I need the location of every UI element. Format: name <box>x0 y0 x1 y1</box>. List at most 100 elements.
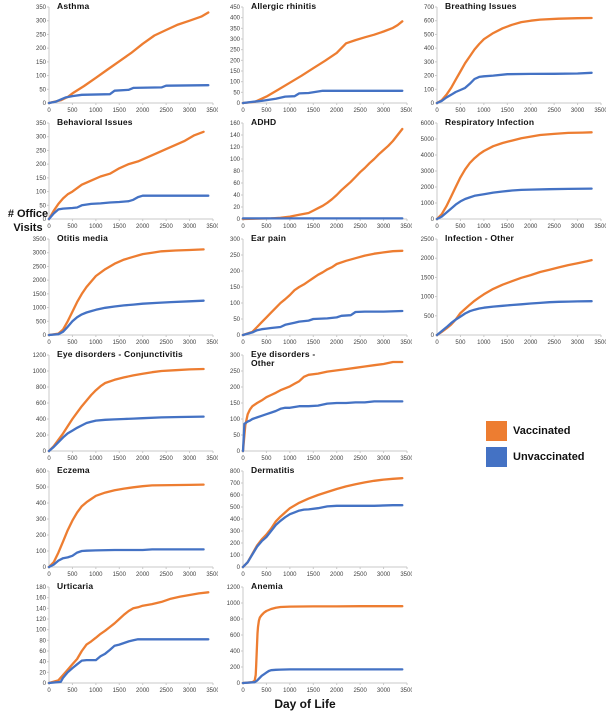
svg-text:0: 0 <box>241 224 245 230</box>
svg-text:1500: 1500 <box>113 688 127 694</box>
svg-text:3500: 3500 <box>33 237 47 243</box>
svg-text:300: 300 <box>230 529 241 535</box>
svg-text:500: 500 <box>67 688 78 694</box>
svg-text:400: 400 <box>424 46 435 52</box>
svg-text:200: 200 <box>36 46 47 52</box>
x-axis-ticks: 0 500 1000 1500 2000 2500 3000 3500 <box>241 567 412 578</box>
svg-text:500: 500 <box>455 224 466 230</box>
chart-title: Dermatitis <box>251 465 295 475</box>
svg-text:3500: 3500 <box>400 340 412 346</box>
svg-text:0: 0 <box>241 572 245 578</box>
svg-text:1000: 1000 <box>477 340 491 346</box>
x-axis-ticks: 0 500 1000 1500 2000 2500 3000 3500 <box>241 219 412 230</box>
chart-breathing-issues: 0 100 200 300 400 500 600 700 0 500 1000 1500 2000 25… <box>412 0 606 116</box>
unvaccinated-line <box>47 84 210 105</box>
svg-text:40: 40 <box>39 660 46 666</box>
svg-text:0: 0 <box>241 456 245 462</box>
svg-text:3000: 3000 <box>571 340 585 346</box>
svg-text:0: 0 <box>435 108 439 114</box>
y-axis-ticks: 0 100 200 300 400 500 600 700 <box>424 5 437 107</box>
svg-text:800: 800 <box>230 469 241 475</box>
svg-text:2000: 2000 <box>33 278 47 284</box>
svg-text:1000: 1000 <box>33 306 47 312</box>
vaccinated-line <box>241 249 404 337</box>
svg-text:500: 500 <box>455 340 466 346</box>
svg-text:1000: 1000 <box>33 369 47 375</box>
svg-text:1500: 1500 <box>33 292 47 298</box>
chart-ear-pain: 0 50 100 150 200 250 300 0 500 1000 1500 2000 2500 30… <box>218 232 412 348</box>
chart-eczema: 0 100 200 300 400 500 600 0 500 1000 1500 2000 2500 3… <box>24 464 218 580</box>
svg-text:3500: 3500 <box>400 456 412 462</box>
svg-text:1000: 1000 <box>89 688 103 694</box>
svg-text:0: 0 <box>435 340 439 346</box>
svg-text:100: 100 <box>230 157 241 163</box>
y-axis-ticks: 0 50 100 150 200 250 300 350 <box>36 121 49 223</box>
chart-anemia: 0 200 400 600 800 1000 1200 0 500 1000 1500 2000 250… <box>218 580 412 696</box>
svg-text:1500: 1500 <box>501 224 515 230</box>
chart-anemia-plot: 0 200 400 600 800 1000 1200 0 500 1000 1500 2000 250… <box>227 585 412 694</box>
axis-lines <box>242 471 407 568</box>
svg-text:2000: 2000 <box>136 224 150 230</box>
chart-adhd: 0 20 40 60 80 100 120 140 160 0 500 1000 1500 2000 250… <box>218 116 412 232</box>
svg-text:2000: 2000 <box>421 256 435 262</box>
svg-text:3000: 3000 <box>377 572 391 578</box>
svg-text:0: 0 <box>43 449 47 455</box>
svg-text:2000: 2000 <box>136 108 150 114</box>
svg-text:700: 700 <box>424 5 435 11</box>
svg-text:300: 300 <box>36 517 47 523</box>
svg-text:300: 300 <box>36 135 47 141</box>
svg-text:250: 250 <box>230 253 241 259</box>
svg-text:2500: 2500 <box>353 340 367 346</box>
svg-text:500: 500 <box>36 485 47 491</box>
svg-text:2500: 2500 <box>159 456 173 462</box>
legend: Vaccinated Unvaccinated <box>486 420 585 472</box>
x-axis-ticks: 0 500 1000 1500 2000 2500 3000 3500 <box>47 683 218 694</box>
legend-item-unvaccinated: Unvaccinated <box>486 446 585 468</box>
x-axis-ticks: 0 500 1000 1500 2000 2500 3000 3500 <box>47 567 218 578</box>
svg-text:200: 200 <box>230 385 241 391</box>
svg-text:2500: 2500 <box>353 108 367 114</box>
svg-text:2500: 2500 <box>33 264 47 270</box>
unvaccinated-line <box>47 194 210 221</box>
svg-text:300: 300 <box>230 37 241 43</box>
svg-text:1000: 1000 <box>477 108 491 114</box>
chart-infection-other: 0 500 1000 1500 2000 2500 0 500 1000 1500 2000 2500… <box>412 232 606 348</box>
x-axis-ticks: 0 500 1000 1500 2000 2500 3000 3500 <box>241 103 412 114</box>
svg-text:1500: 1500 <box>307 108 321 114</box>
svg-text:140: 140 <box>36 606 47 612</box>
vaccinated-line <box>47 11 210 105</box>
svg-text:0: 0 <box>431 101 435 107</box>
legend-label-vaccinated: Vaccinated <box>513 425 571 437</box>
svg-text:1200: 1200 <box>227 585 241 591</box>
svg-text:2000: 2000 <box>330 688 344 694</box>
svg-text:6000: 6000 <box>421 121 435 127</box>
svg-text:1000: 1000 <box>89 224 103 230</box>
svg-text:500: 500 <box>424 314 435 320</box>
svg-text:2000: 2000 <box>421 185 435 191</box>
svg-text:150: 150 <box>230 69 241 75</box>
svg-text:1000: 1000 <box>89 456 103 462</box>
y-axis-ticks: 0 500 1000 1500 2000 2500 3000 3500 <box>33 237 49 339</box>
chart-adhd-plot: 0 20 40 60 80 100 120 140 160 0 500 1000 1500 2000 250… <box>230 121 412 230</box>
svg-text:200: 200 <box>424 74 435 80</box>
chart-title: Eye disorders - Other <box>251 349 316 369</box>
svg-text:300: 300 <box>424 60 435 66</box>
vaccinated-line <box>47 367 205 453</box>
chart-title: Behavioral Issues <box>57 117 133 127</box>
svg-text:100: 100 <box>230 301 241 307</box>
svg-text:250: 250 <box>230 48 241 54</box>
svg-text:200: 200 <box>36 433 47 439</box>
svg-text:0: 0 <box>43 217 47 223</box>
svg-text:500: 500 <box>67 224 78 230</box>
y-axis-ticks: 0 100 200 300 400 500 600 700 800 <box>230 469 243 571</box>
vaccinated-line <box>47 483 205 569</box>
svg-text:500: 500 <box>261 456 272 462</box>
x-axis-ticks: 0 500 1000 1500 2000 2500 3000 3500 <box>47 451 218 462</box>
svg-text:2500: 2500 <box>159 572 173 578</box>
y-axis-ticks: 0 50 100 150 200 250 300 350 <box>36 5 49 107</box>
svg-text:350: 350 <box>230 26 241 32</box>
axis-lines <box>48 123 213 220</box>
chart-breathing-issues-plot: 0 100 200 300 400 500 600 700 0 500 1000 1500 2000 25… <box>424 5 606 114</box>
svg-text:500: 500 <box>261 688 272 694</box>
svg-text:1500: 1500 <box>113 224 127 230</box>
